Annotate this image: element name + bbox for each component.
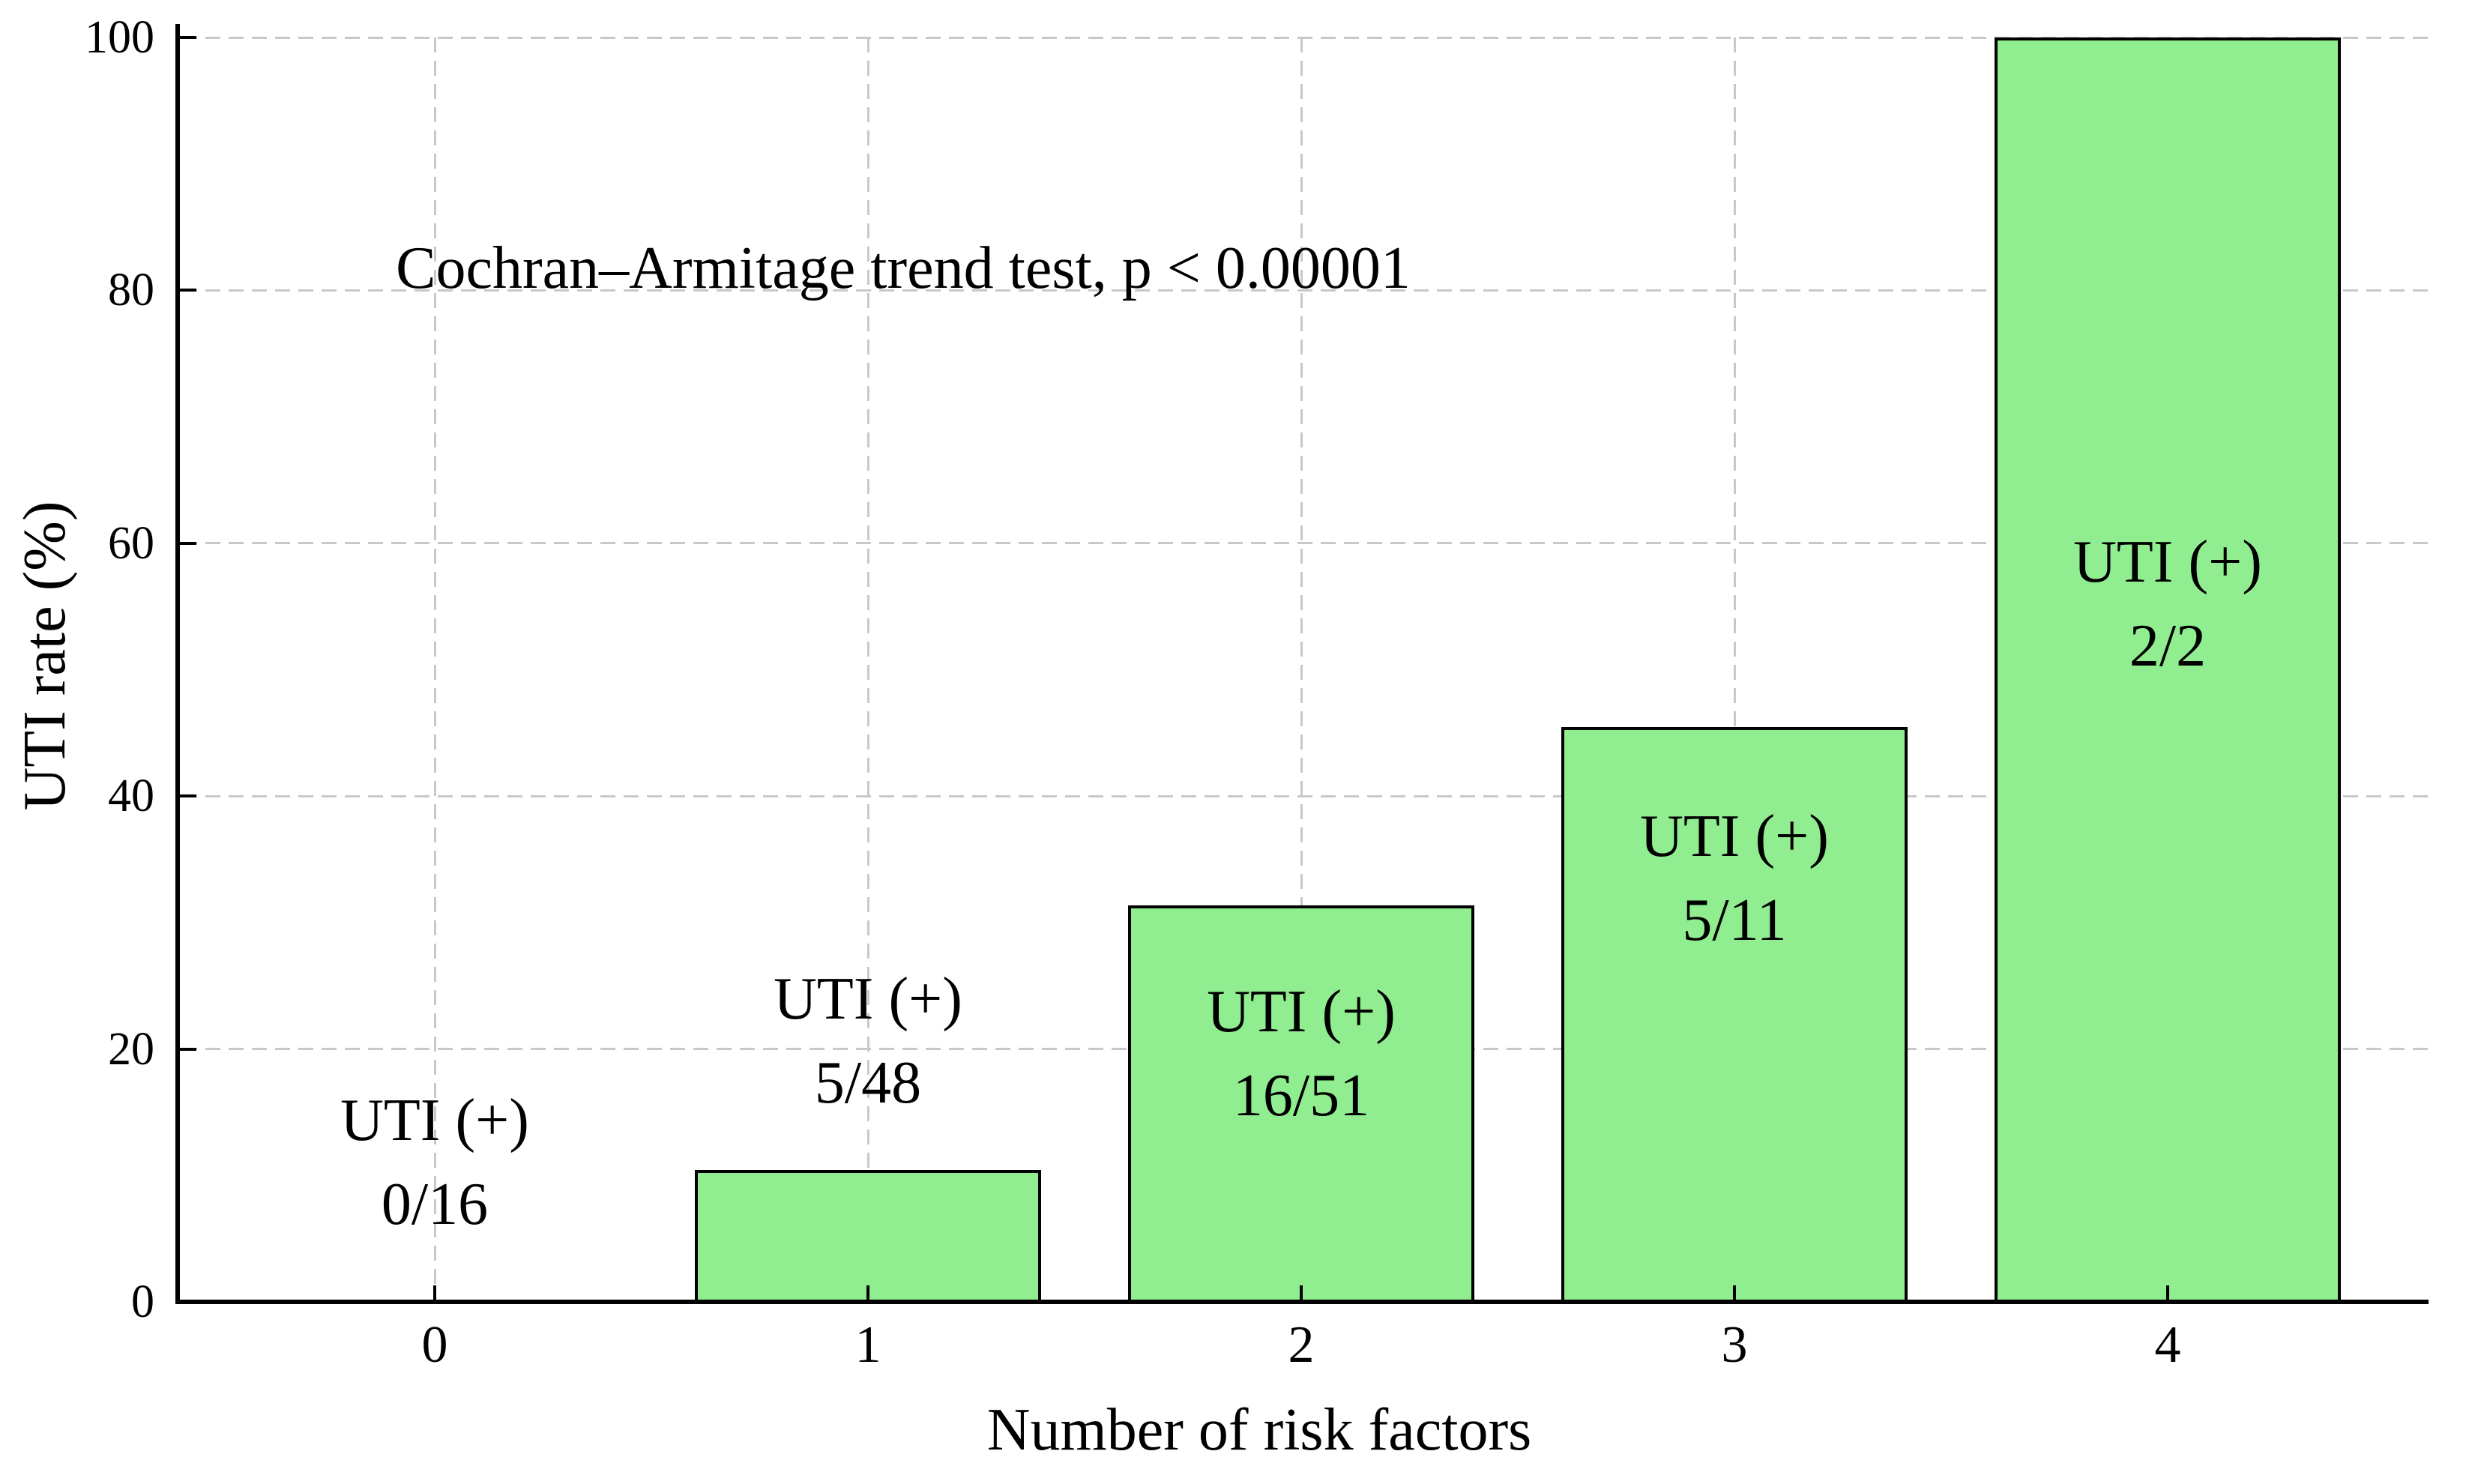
bar xyxy=(695,1170,1041,1304)
bar-value-label: UTI (+) 5/11 xyxy=(1640,794,1829,962)
x-tick-label: 1 xyxy=(854,1316,881,1374)
y-tick-label: 100 xyxy=(85,12,154,63)
bar-label-series: UTI (+) xyxy=(1207,979,1396,1046)
x-axis-tick xyxy=(433,1285,436,1302)
bar-label-series: UTI (+) xyxy=(774,966,962,1033)
y-axis-tick xyxy=(180,794,196,798)
bar xyxy=(1995,37,2341,1304)
bar-label-count: 5/48 xyxy=(814,1050,922,1117)
bar-value-label: UTI (+) 2/2 xyxy=(2073,520,2262,688)
y-axis-tick xyxy=(180,541,196,545)
gridline-horizontal xyxy=(182,289,2429,292)
bar-label-series: UTI (+) xyxy=(1640,803,1829,869)
x-axis-tick xyxy=(2166,1285,2169,1302)
bar-label-count: 0/16 xyxy=(381,1171,489,1238)
x-axis-tick xyxy=(1300,1285,1303,1302)
x-axis-title: Number of risk factors xyxy=(986,1397,1532,1463)
y-axis-tick xyxy=(180,289,196,292)
x-tick-label: 2 xyxy=(1288,1316,1315,1374)
gridline-vertical xyxy=(1733,37,1736,1302)
x-axis-spine xyxy=(175,1300,2429,1304)
y-tick-label: 40 xyxy=(108,770,154,822)
bar-value-label: UTI (+) 0/16 xyxy=(340,1079,529,1246)
bar-label-series: UTI (+) xyxy=(2073,528,2262,595)
bar-label-count: 5/11 xyxy=(1682,887,1787,953)
bar-label-count: 2/2 xyxy=(2129,612,2207,679)
gridline-horizontal xyxy=(182,542,2429,545)
bar-label-series: UTI (+) xyxy=(340,1088,529,1154)
y-tick-label: 60 xyxy=(108,517,154,569)
y-axis-title: UTI rate (%) xyxy=(12,501,78,811)
y-axis-tick xyxy=(180,1300,196,1303)
bar-value-label: UTI (+) 16/51 xyxy=(1207,970,1396,1138)
bar xyxy=(1561,727,1908,1304)
x-axis-tick xyxy=(866,1285,869,1302)
gridline-vertical xyxy=(866,37,869,1302)
gridline-horizontal xyxy=(182,794,2429,797)
y-tick-label: 20 xyxy=(108,1023,154,1075)
bar-value-label: UTI (+) 5/48 xyxy=(774,957,962,1125)
bar xyxy=(1128,905,1474,1304)
gridline-vertical xyxy=(1300,37,1303,1302)
x-tick-label: 4 xyxy=(2154,1316,2181,1374)
y-tick-label: 80 xyxy=(108,265,154,316)
y-tick-label: 0 xyxy=(131,1276,154,1327)
x-tick-label: 3 xyxy=(1721,1316,1748,1374)
gridline-vertical xyxy=(433,37,436,1302)
y-axis-tick xyxy=(180,36,196,39)
y-axis-tick xyxy=(180,1047,196,1051)
x-axis-tick xyxy=(1733,1285,1736,1302)
y-axis-spine xyxy=(175,24,180,1304)
trend-test-annotation: Cochran–Armitage trend test, p < 0.00001 xyxy=(396,235,1411,301)
x-tick-label: 0 xyxy=(421,1316,448,1374)
gridline-horizontal xyxy=(182,36,2429,39)
bar-label-count: 16/51 xyxy=(1232,1063,1370,1129)
